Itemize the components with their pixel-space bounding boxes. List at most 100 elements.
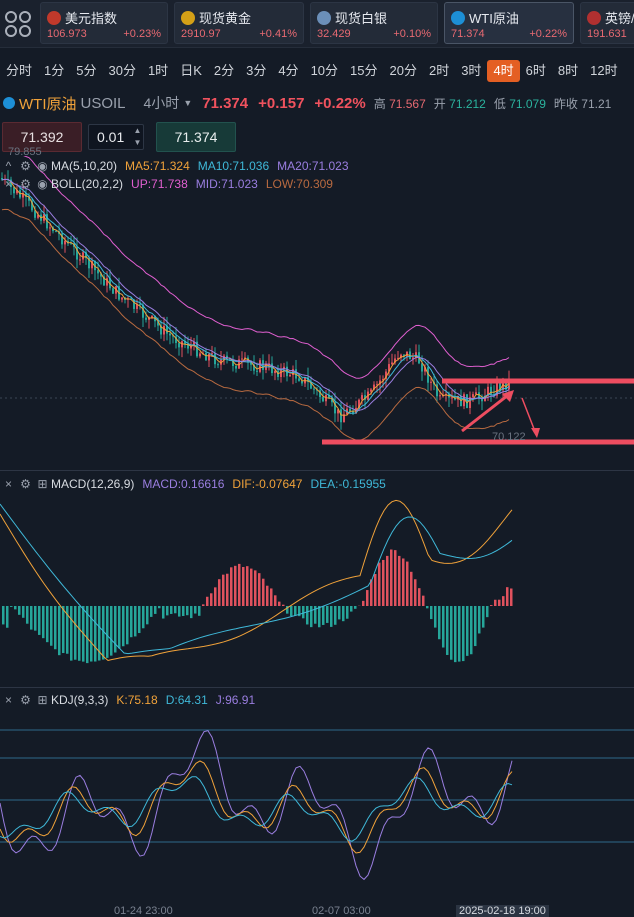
candle-body [28,196,30,201]
expand-icon[interactable]: ⊞ [37,693,48,707]
settings-icon[interactable]: ⚙ [20,159,31,173]
macd-bar [134,606,137,637]
candle-body [328,395,330,399]
symbol-name[interactable]: WTI原油 [19,95,77,113]
candle-body [169,333,171,336]
j-line [0,730,513,881]
candlestick-chart[interactable] [0,156,634,470]
macd-bar [70,606,73,661]
ticker-name: 现货黄金 [199,11,252,26]
candle-body [349,408,351,412]
candle-body [319,390,321,397]
macd-bar [174,606,177,614]
timeframe-bar: 分时 1分 5分 30分 1时 日K 2分 3分 4分 10分 15分 20分 2时 3时 4时 6时 8时 12… [0,56,634,86]
ticker-card[interactable]: 美元指数 106.973 +0.23% [40,2,168,44]
timeframe-tab[interactable]: 12时 [590,63,618,78]
candle-body [202,352,204,354]
timeframe-tab[interactable]: 4时 [487,60,520,82]
timeframe-tab[interactable]: 8时 [557,63,579,78]
ticker-card[interactable]: WTI原油 71.374 +0.22% [444,2,574,44]
candle-body [310,381,312,389]
settings-icon[interactable]: ⚙ [20,477,31,491]
candle-body [271,363,273,374]
candle-body [286,366,288,377]
visibility-icon[interactable]: ◉ [37,159,48,173]
macd-bar [46,606,49,643]
timeframe-tab[interactable]: 6时 [525,63,546,78]
candle-body [250,362,252,365]
macd-bar [378,562,381,606]
collapse-icon[interactable]: ^ [5,159,12,173]
grid-menu-icon[interactable] [2,8,34,40]
timeframe-tab[interactable]: 30分 [108,63,136,78]
candle-body [82,252,84,260]
ticker-price: 71.374 [451,28,485,40]
candle-body [424,367,426,372]
interval-select[interactable]: 4小时 [143,95,180,111]
kdj-chart[interactable] [0,708,634,904]
candle-body [103,276,105,286]
timeframe-tab[interactable]: 5分 [76,63,97,78]
candle-body [22,193,24,198]
macd-bar [94,606,97,662]
candle-body [211,353,213,355]
sell-button[interactable]: 71.392 [2,122,82,152]
timeframe-tab[interactable]: 2分 [213,63,235,78]
ticker-card[interactable]: 现货白银 32.429 +0.10% [310,2,438,44]
candle-body [358,399,360,408]
quantity-up-icon[interactable]: ▲ [133,126,142,135]
caret-down-icon[interactable]: ▼ [183,98,193,108]
timeframe-tab[interactable]: 1分 [44,63,65,78]
ticker-card[interactable]: 现货黄金 2910.97 +0.41% [174,2,304,44]
settings-icon[interactable]: ⚙ [20,693,31,707]
macd-bar [206,596,209,606]
candle-body [487,386,489,396]
candle-body [331,398,333,403]
macd-bar [130,606,133,638]
candle-body [34,210,36,218]
timeframe-tab[interactable]: 2时 [428,63,450,78]
d-line [0,776,513,842]
expand-icon[interactable]: ⊞ [37,477,48,491]
macd-bar [442,606,445,648]
macd-bar [426,606,429,609]
ticker-card[interactable]: 英镑/ 191.631 [580,2,634,44]
macd-bar [114,606,117,653]
macd-bar [342,606,345,622]
macd-bar [226,573,229,606]
timeframe-tab[interactable]: 日K [180,63,202,78]
macd-bar [330,606,333,627]
timeframe-tab[interactable]: 15分 [350,63,378,78]
quantity-down-icon[interactable]: ▼ [133,138,142,147]
candle-body [133,299,135,309]
last-price: 71.374 [202,94,249,112]
candle-body [205,352,207,361]
timeframe-tab[interactable]: 1时 [147,63,169,78]
close-icon[interactable]: × [4,693,12,707]
timeframe-tab[interactable]: 10分 [310,63,339,78]
boll-indicator: × ⚙ ◉ BOLL(20,2,2) UP:71.738 MID:71.023 … [4,177,333,191]
macd-bar [474,606,477,647]
close-icon[interactable]: × [4,177,12,191]
candle-body [10,179,12,188]
visibility-icon[interactable]: ◉ [37,177,48,191]
macd-bar [274,595,277,606]
candle-body [139,304,141,306]
candle-body [127,298,129,300]
settings-icon[interactable]: ⚙ [20,177,31,191]
timeframe-tab[interactable]: 20分 [389,63,417,78]
quantity-input[interactable]: 0.01 [88,124,144,150]
timeframe-tab[interactable]: 分时 [6,63,33,78]
macd-bar [214,587,217,606]
macd-bar [126,606,129,645]
close-icon[interactable]: × [4,477,12,491]
timeframe-tab[interactable]: 4分 [278,63,299,78]
timeframe-tab[interactable]: 3时 [461,63,482,78]
macd-chart[interactable] [0,494,634,686]
candle-body [427,367,429,383]
timeframe-tab[interactable]: 3分 [246,63,267,78]
candle-body [382,378,384,381]
candle-body [499,382,501,391]
macd-bar [186,606,189,616]
buy-button[interactable]: 71.374 [156,122,236,152]
